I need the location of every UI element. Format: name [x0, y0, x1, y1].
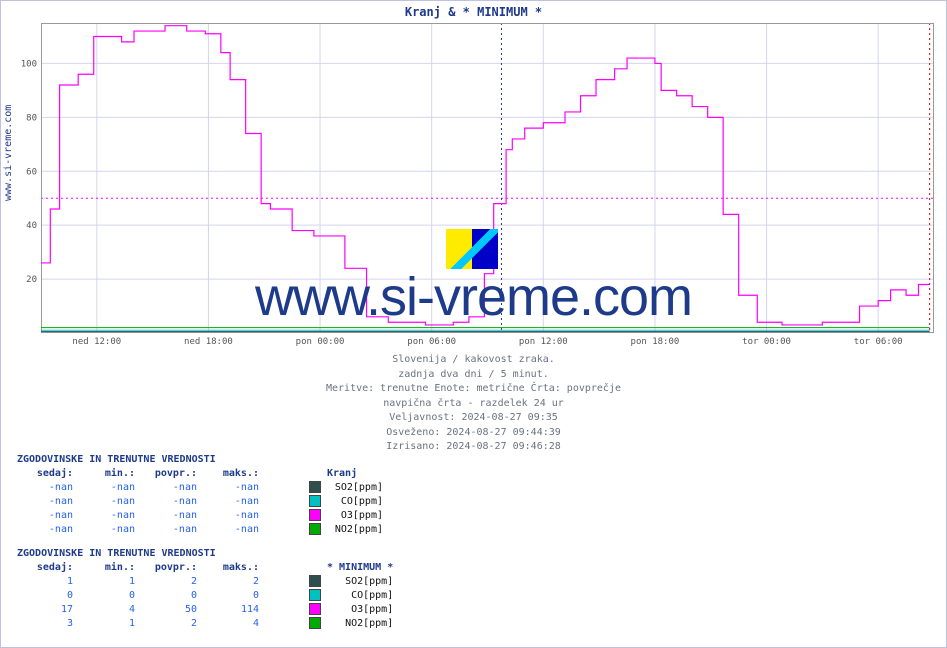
series-label: SO2[ppm]	[327, 575, 399, 589]
chart-info-block: Slovenija / kakovost zraka.zadnja dva dn…	[1, 353, 946, 455]
table-cell: -nan	[17, 523, 79, 537]
table-cell: 0	[79, 589, 141, 603]
group-label: Kranj	[327, 467, 389, 481]
col-header: maks.:	[203, 467, 265, 481]
col-header: min.:	[79, 467, 141, 481]
table-title: ZGODOVINSKE IN TRENUTNE VREDNOSTI	[17, 453, 399, 467]
group-label: * MINIMUM *	[327, 561, 399, 575]
info-line: Osveženo: 2024-08-27 09:44:39	[1, 426, 946, 441]
table-row: -nan-nan-nan-nanSO2[ppm]	[17, 481, 389, 495]
info-line: Slovenija / kakovost zraka.	[1, 353, 946, 368]
x-tick-label: ned 18:00	[184, 337, 233, 347]
table-cell: -nan	[141, 495, 203, 509]
table-row: 3124 NO2[ppm]	[17, 617, 399, 631]
color-swatch	[309, 603, 321, 615]
table-cell: 50	[141, 603, 203, 617]
series-label: O3[ppm]	[327, 509, 389, 523]
table-cell: 2	[141, 575, 203, 589]
col-header: povpr.:	[141, 561, 203, 575]
table-cell: 4	[203, 617, 265, 631]
col-header: povpr.:	[141, 467, 203, 481]
x-tick-labels: ned 12:00 ned 18:00 pon 00:00 pon 06:00 pon …	[41, 337, 934, 351]
col-header: min.:	[79, 561, 141, 575]
table-cell: -nan	[141, 523, 203, 537]
table-cell: -nan	[203, 495, 265, 509]
table-cell: -nan	[141, 509, 203, 523]
x-tick-label: tor 00:00	[742, 337, 791, 347]
table-cell: -nan	[203, 523, 265, 537]
color-swatch	[309, 523, 321, 535]
table-cell: -nan	[141, 481, 203, 495]
table-cell: 1	[17, 575, 79, 589]
table-row: -nan-nan-nan-nanNO2[ppm]	[17, 523, 389, 537]
color-swatch	[309, 617, 321, 629]
x-tick-label: pon 12:00	[519, 337, 568, 347]
x-tick-label: pon 00:00	[296, 337, 345, 347]
table-cell: 1	[79, 575, 141, 589]
series-label: CO[ppm]	[327, 495, 389, 509]
values-table: sedaj:min.:povpr.:maks.:Kranj-nan-nan-na…	[17, 467, 389, 537]
table-cell: 114	[203, 603, 265, 617]
table-cell: -nan	[203, 509, 265, 523]
color-swatch	[309, 481, 321, 493]
values-table: sedaj:min.:povpr.:maks.:* MINIMUM *1122S…	[17, 561, 399, 631]
table-cell: -nan	[79, 481, 141, 495]
table-cell: 0	[17, 589, 79, 603]
chart-title: Kranj & * MINIMUM *	[1, 1, 946, 19]
info-line: Meritve: trenutne Enote: metrične Črta: …	[1, 382, 946, 397]
x-tick-label: ned 12:00	[72, 337, 121, 347]
table-cell: -nan	[17, 495, 79, 509]
chart-container: Kranj & * MINIMUM * www.si-vreme.com 204…	[0, 0, 947, 648]
table-cell: -nan	[17, 509, 79, 523]
svg-text:100: 100	[21, 59, 37, 69]
table-cell: -nan	[203, 481, 265, 495]
table-row: -nan-nan-nan-nanCO[ppm]	[17, 495, 389, 509]
svg-text:40: 40	[26, 221, 37, 231]
info-line: navpična črta - razdelek 24 ur	[1, 397, 946, 412]
table-cell: 3	[17, 617, 79, 631]
col-header: sedaj:	[17, 561, 79, 575]
chart-svg: 20406080100	[41, 23, 934, 333]
table-row: 17450114 O3[ppm]	[17, 603, 399, 617]
series-label: CO[ppm]	[327, 589, 399, 603]
series-label: NO2[ppm]	[327, 523, 389, 537]
x-tick-label: pon 06:00	[407, 337, 456, 347]
table-cell: -nan	[79, 523, 141, 537]
info-line: zadnja dva dni / 5 minut.	[1, 368, 946, 383]
table-row: -nan-nan-nan-nanO3[ppm]	[17, 509, 389, 523]
table-row: 0000CO[ppm]	[17, 589, 399, 603]
svg-text:20: 20	[26, 275, 37, 285]
color-swatch	[309, 589, 321, 601]
x-tick-label: pon 18:00	[631, 337, 680, 347]
svg-text:80: 80	[26, 113, 37, 123]
table-cell: 2	[141, 617, 203, 631]
table-cell: 4	[79, 603, 141, 617]
color-swatch	[309, 575, 321, 587]
table-cell: 0	[203, 589, 265, 603]
table-title: ZGODOVINSKE IN TRENUTNE VREDNOSTI	[17, 547, 399, 561]
color-swatch	[309, 509, 321, 521]
color-swatch	[309, 495, 321, 507]
table-cell: -nan	[17, 481, 79, 495]
data-tables: ZGODOVINSKE IN TRENUTNE VREDNOSTIsedaj:m…	[17, 453, 399, 641]
chart-plot-area: 20406080100	[41, 23, 934, 333]
col-header: sedaj:	[17, 467, 79, 481]
table-cell: 2	[203, 575, 265, 589]
svg-text:60: 60	[26, 167, 37, 177]
col-header: maks.:	[203, 561, 265, 575]
series-label: NO2[ppm]	[327, 617, 399, 631]
y-axis-label: www.si-vreme.com	[3, 105, 14, 201]
series-label: SO2[ppm]	[327, 481, 389, 495]
info-line: Veljavnost: 2024-08-27 09:35	[1, 411, 946, 426]
series-label: O3[ppm]	[327, 603, 399, 617]
table-row: 1122SO2[ppm]	[17, 575, 399, 589]
x-tick-label: tor 06:00	[854, 337, 903, 347]
table-cell: 1	[79, 617, 141, 631]
table-cell: 0	[141, 589, 203, 603]
table-cell: -nan	[79, 495, 141, 509]
table-cell: 17	[17, 603, 79, 617]
table-cell: -nan	[79, 509, 141, 523]
